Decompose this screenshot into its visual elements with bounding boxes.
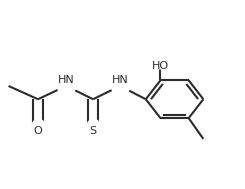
Text: HN: HN bbox=[112, 75, 128, 85]
Text: HO: HO bbox=[152, 61, 169, 71]
Text: O: O bbox=[34, 126, 42, 136]
Text: HN: HN bbox=[58, 75, 74, 85]
Text: S: S bbox=[89, 126, 97, 136]
